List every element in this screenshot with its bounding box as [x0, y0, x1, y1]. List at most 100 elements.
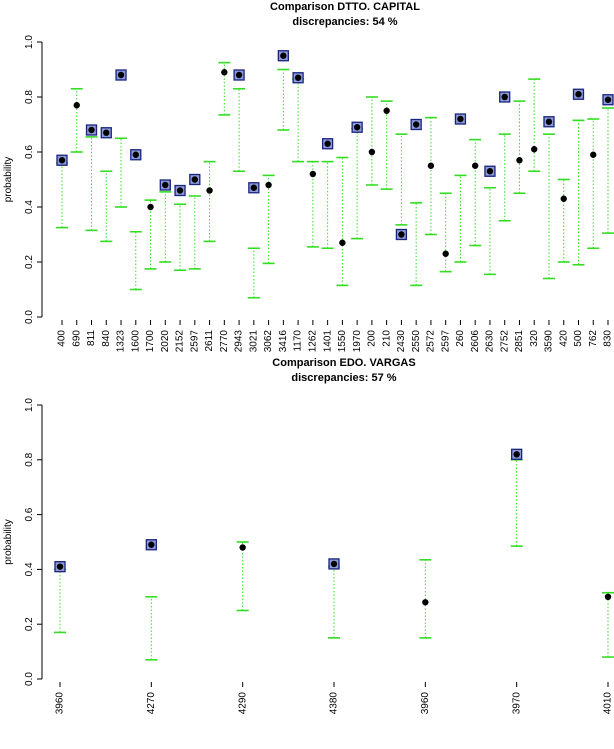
x-tick-label: 3970 — [511, 692, 522, 715]
x-tick-label: 2597 — [189, 330, 200, 353]
x-tick-label: 1600 — [130, 330, 141, 353]
point — [501, 93, 508, 101]
chart-subtitle: discrepancies: 57 % — [291, 372, 396, 384]
point — [531, 146, 538, 153]
x-tick-label: 1700 — [145, 330, 156, 353]
point — [383, 107, 390, 114]
point — [545, 118, 553, 125]
point — [73, 102, 80, 109]
point — [604, 593, 612, 600]
x-tick-label: 2152 — [175, 330, 186, 353]
chart-title: Comparison DTTO. CAPITAL — [270, 1, 420, 13]
x-tick-label: 2430 — [396, 330, 407, 353]
point — [560, 195, 567, 202]
x-tick-label: 1401 — [322, 330, 333, 353]
x-tick-label: 200 — [367, 330, 378, 347]
point — [471, 162, 479, 169]
point — [353, 124, 361, 131]
x-tick-label: 2550 — [411, 330, 422, 353]
y-tick-label: 1.0 — [24, 398, 35, 412]
x-tick-label: 2770 — [219, 330, 230, 353]
point — [88, 126, 95, 134]
point — [235, 71, 243, 79]
point — [516, 157, 523, 164]
point — [58, 157, 66, 164]
point — [330, 560, 338, 568]
x-tick-label: 2572 — [426, 330, 437, 353]
x-tick-label: 1262 — [308, 330, 319, 353]
x-tick-label: 500 — [573, 330, 584, 347]
x-tick-label: 210 — [381, 330, 392, 347]
x-tick-label: 1323 — [116, 330, 127, 353]
x-tick-label: 1970 — [352, 330, 363, 353]
x-tick-label: 2943 — [234, 330, 245, 353]
y-tick-label: 0.0 — [24, 672, 35, 686]
point — [162, 181, 169, 189]
y-tick-label: 1.0 — [24, 35, 35, 49]
x-tick-label: 4270 — [146, 692, 157, 715]
y-axis-label: probability — [3, 519, 14, 565]
x-tick-label: 3960 — [55, 692, 66, 715]
x-tick-label: 2752 — [499, 330, 510, 353]
y-tick-label: 0.8 — [24, 90, 35, 104]
x-tick-label: 840 — [101, 330, 112, 347]
point — [604, 96, 612, 103]
x-tick-label: 2606 — [470, 330, 481, 353]
point — [427, 162, 435, 169]
x-tick-label: 3960 — [420, 692, 431, 715]
point — [442, 250, 449, 257]
y-tick-label: 0.0 — [24, 310, 35, 324]
y-tick-label: 0.2 — [24, 255, 35, 269]
x-tick-label: 811 — [86, 330, 97, 346]
point — [56, 563, 64, 570]
point — [339, 239, 346, 246]
point — [176, 187, 184, 194]
point — [132, 151, 139, 158]
x-tick-label: 830 — [603, 330, 614, 347]
x-tick-label: 2611 — [204, 330, 215, 352]
point — [575, 91, 582, 98]
point — [117, 71, 125, 79]
point — [398, 231, 405, 238]
point — [324, 140, 331, 147]
point — [250, 184, 258, 191]
point — [368, 148, 376, 156]
x-tick-label: 2020 — [160, 330, 171, 353]
point — [191, 176, 199, 183]
point — [103, 129, 110, 136]
point — [294, 74, 302, 81]
x-tick-label: 3416 — [278, 330, 289, 353]
point — [148, 541, 155, 548]
point — [239, 544, 246, 551]
point — [486, 168, 494, 175]
point — [206, 187, 213, 194]
y-tick-label: 0.6 — [24, 507, 35, 521]
point — [265, 181, 272, 189]
y-tick-label: 0.8 — [24, 452, 35, 466]
x-tick-label: 4290 — [237, 692, 248, 715]
point — [412, 121, 420, 128]
x-tick-label: 420 — [558, 330, 569, 347]
x-tick-label: 4380 — [329, 692, 340, 715]
x-tick-label: 3021 — [248, 330, 259, 353]
point — [457, 115, 464, 123]
x-tick-label: 4010 — [603, 692, 614, 715]
chart-subtitle: discrepancies: 54 % — [292, 16, 397, 28]
x-tick-label: 2851 — [514, 330, 525, 353]
x-tick-label: 3590 — [544, 330, 555, 353]
point — [309, 170, 317, 178]
x-tick-label: 762 — [588, 330, 599, 347]
x-tick-label: 400 — [57, 330, 68, 347]
point — [221, 69, 228, 76]
point — [147, 203, 154, 211]
x-tick-label: 2597 — [440, 330, 451, 353]
y-axis-label: probability — [3, 157, 14, 203]
y-tick-label: 0.4 — [24, 562, 35, 576]
x-tick-label: 3062 — [263, 330, 274, 353]
x-tick-label: 1170 — [293, 330, 304, 352]
point — [422, 599, 429, 606]
x-tick-label: 2630 — [485, 330, 496, 353]
point — [513, 451, 520, 458]
y-tick-label: 0.4 — [24, 200, 35, 214]
